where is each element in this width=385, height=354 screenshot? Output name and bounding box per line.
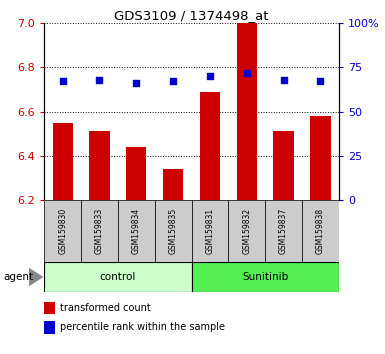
Bar — [44, 321, 55, 334]
Bar — [192, 200, 228, 262]
Text: GSM159831: GSM159831 — [206, 208, 214, 254]
Bar — [200, 92, 220, 200]
Bar — [237, 23, 257, 200]
Point — [207, 73, 213, 79]
Text: agent: agent — [4, 272, 34, 282]
Bar — [265, 200, 302, 262]
Bar — [163, 169, 183, 200]
Text: GSM159833: GSM159833 — [95, 208, 104, 254]
Bar — [310, 116, 330, 200]
Bar — [44, 200, 81, 262]
Bar — [89, 131, 110, 200]
Bar — [228, 200, 265, 262]
Bar — [44, 262, 192, 292]
Text: control: control — [100, 272, 136, 282]
Text: transformed count: transformed count — [60, 303, 151, 313]
Point — [170, 79, 176, 84]
Text: GSM159830: GSM159830 — [58, 208, 67, 254]
Point — [133, 80, 139, 86]
Bar — [302, 200, 339, 262]
Bar — [81, 200, 118, 262]
Point — [244, 70, 250, 75]
Bar — [273, 131, 294, 200]
Point — [281, 77, 287, 82]
Point — [60, 79, 66, 84]
Bar — [126, 147, 146, 200]
Text: percentile rank within the sample: percentile rank within the sample — [60, 322, 226, 332]
Point — [96, 77, 102, 82]
Bar — [192, 262, 339, 292]
Point — [317, 79, 323, 84]
Text: GSM159834: GSM159834 — [132, 208, 141, 254]
Bar — [44, 302, 55, 314]
Bar — [155, 200, 192, 262]
Text: GSM159837: GSM159837 — [279, 208, 288, 254]
Text: GSM159838: GSM159838 — [316, 208, 325, 254]
Polygon shape — [29, 268, 44, 286]
Text: GSM159835: GSM159835 — [169, 208, 177, 254]
Bar — [118, 200, 155, 262]
Bar — [53, 122, 73, 200]
Text: Sunitinib: Sunitinib — [242, 272, 288, 282]
Title: GDS3109 / 1374498_at: GDS3109 / 1374498_at — [114, 9, 269, 22]
Text: GSM159832: GSM159832 — [242, 208, 251, 254]
